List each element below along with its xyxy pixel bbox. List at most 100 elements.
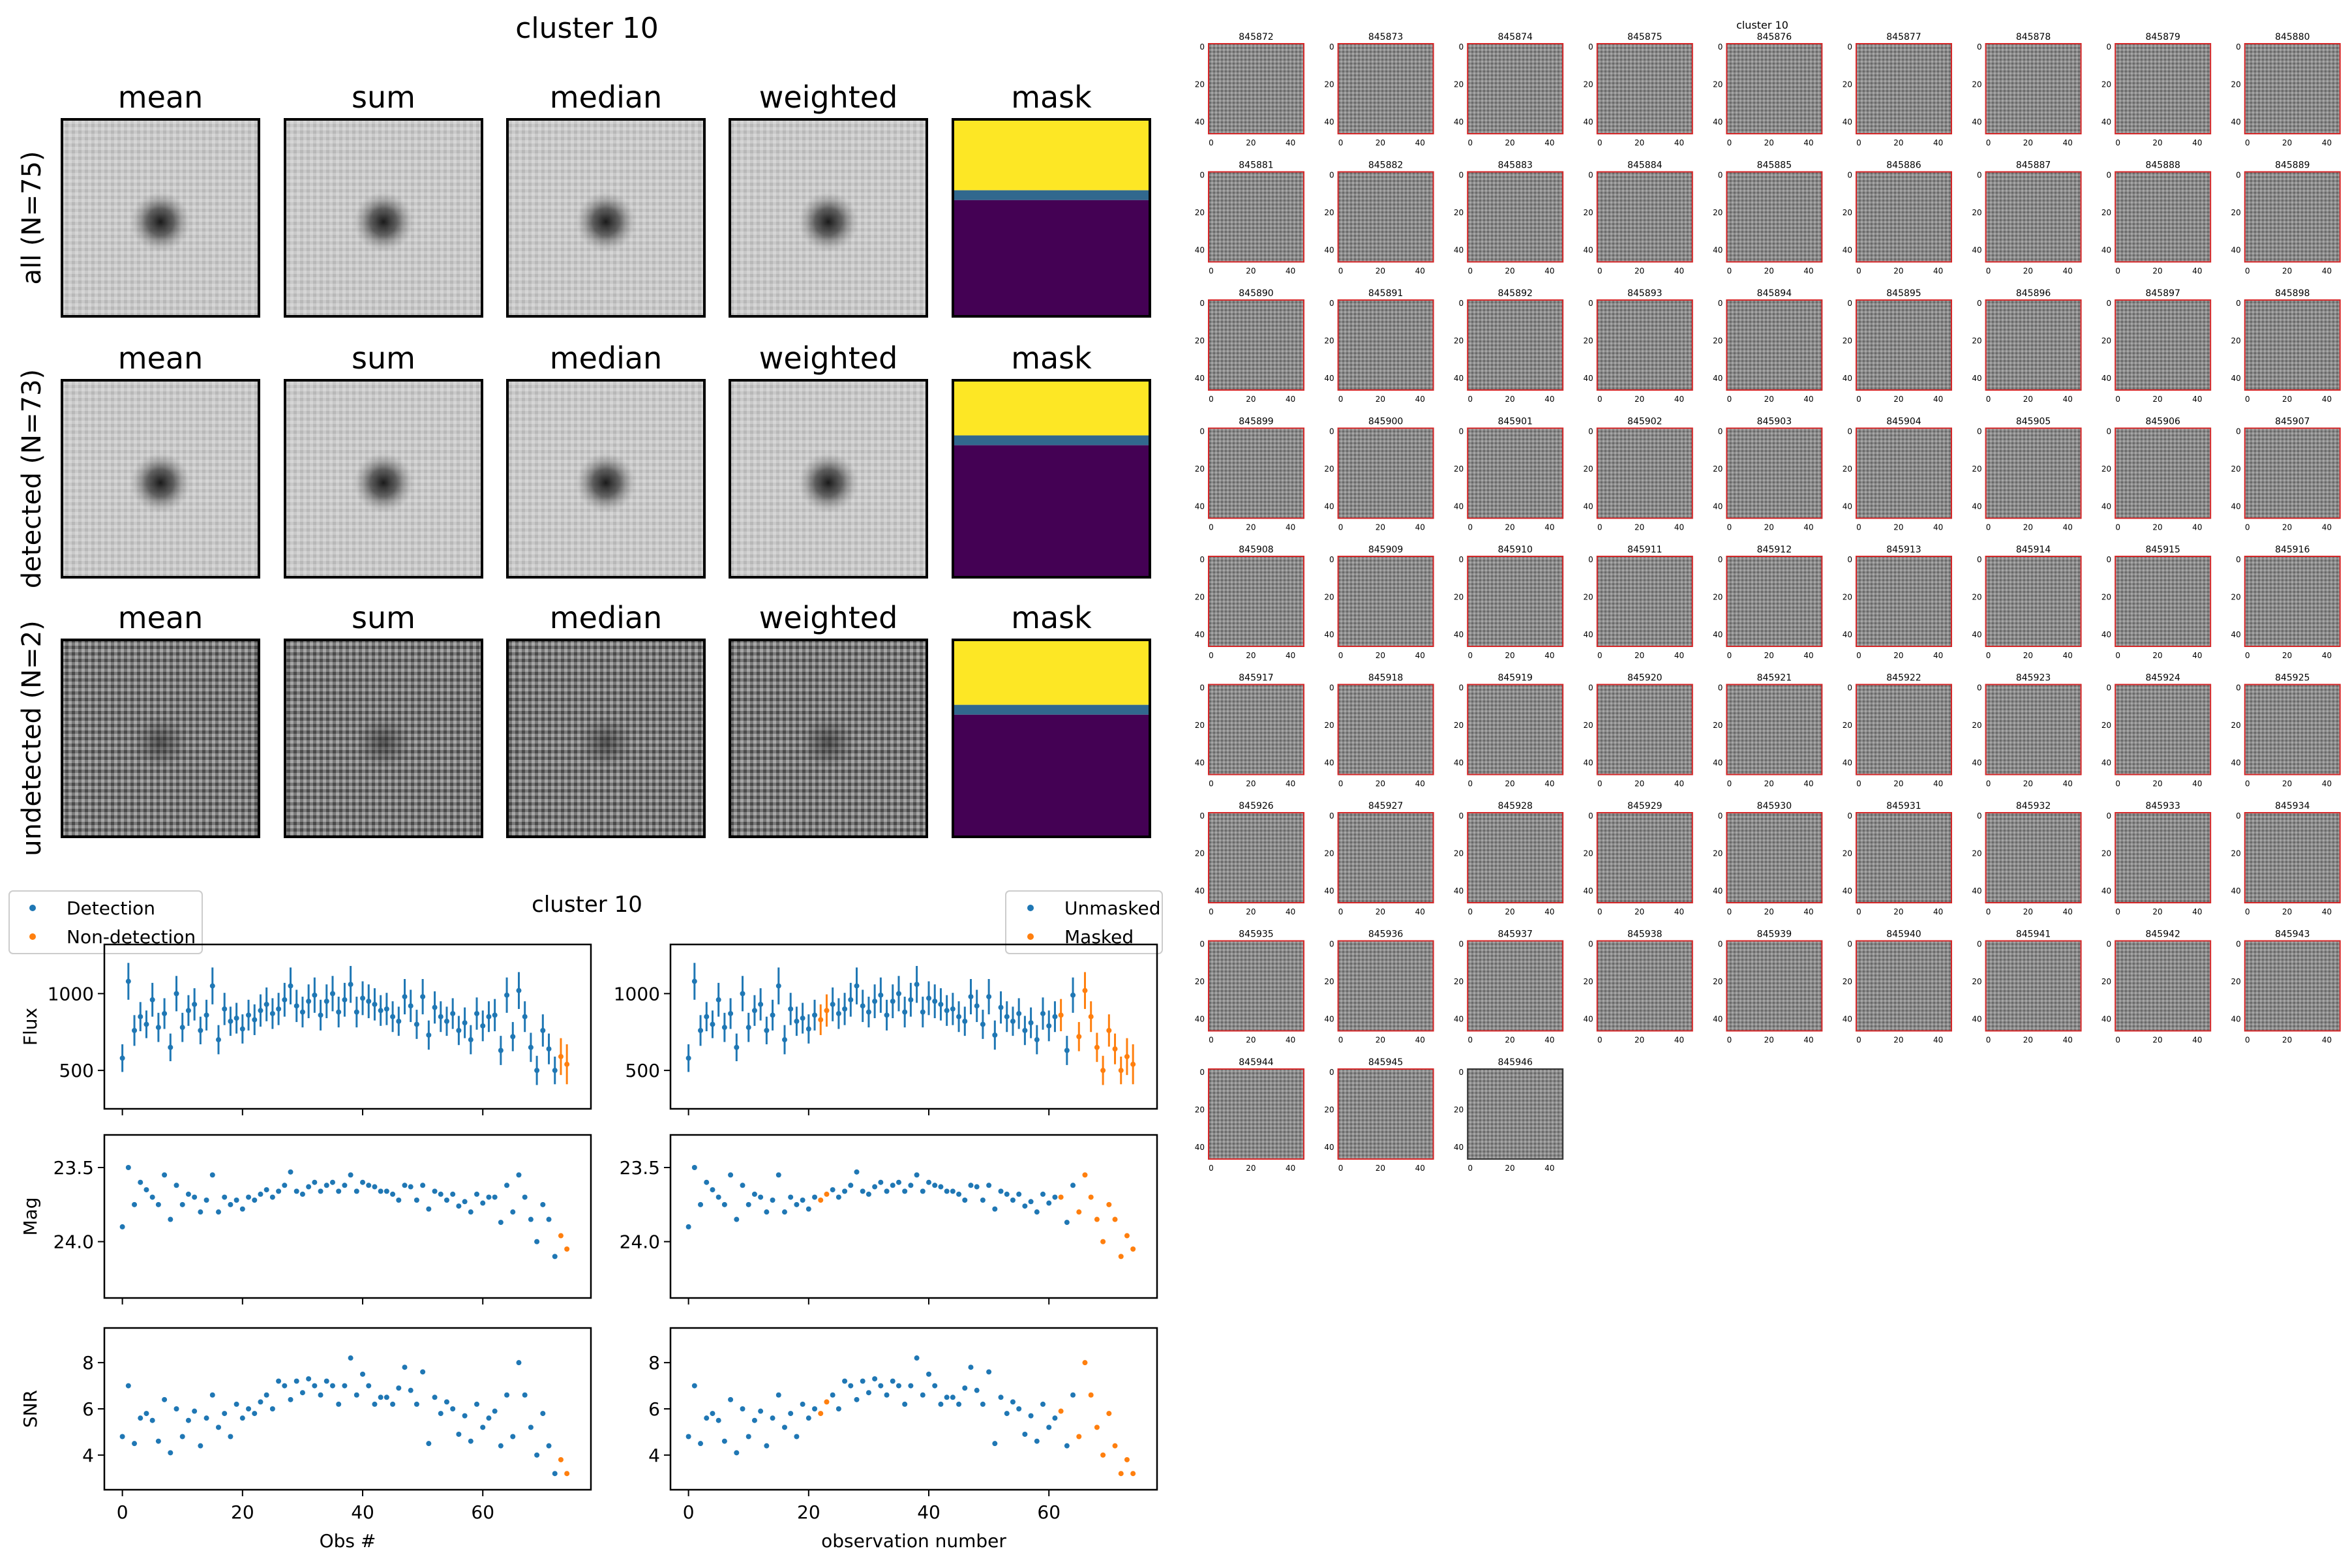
thumbnail-title: 845942 [2145,929,2180,940]
data-point [728,1010,734,1016]
thumbnail-ytick: 40 [2101,886,2111,896]
data-point [294,1003,299,1009]
data-point [414,1021,419,1027]
y-tick-label: 500 [625,1060,660,1081]
stack-frame [506,118,706,318]
thumbnail-ytick: 20 [2101,977,2111,986]
thumbnail-ytick: 40 [1972,502,1981,511]
thumbnail-xtick: 0 [1338,395,1344,404]
thumbnail-frame [1208,684,1304,776]
thumbnail-frame [1985,812,2082,903]
thumbnail-ytick: 40 [1843,630,1852,639]
thumbnail-image [1726,172,1822,262]
thumbnail-ytick: 20 [1324,977,1334,986]
y-tick-label: 4 [648,1445,660,1466]
thumbnail-image [1209,428,1304,519]
thumbnail-ytick: 40 [1584,246,1593,255]
data-point [794,1201,800,1207]
thumbnail-ytick: 20 [1972,80,1981,89]
data-point [215,1037,221,1043]
thumbnail-xtick: 0 [2245,138,2250,147]
mask-region-purple [953,445,1150,577]
thumbnail-xtick: 0 [1727,523,1732,532]
thumbnail-ytick: 20 [1195,464,1205,474]
thumbnail-frame [1467,43,1564,134]
data-point [992,1206,998,1212]
data-point [173,991,179,997]
thumbnail-xtick: 40 [2322,138,2332,147]
data-point [896,991,901,997]
data-point [926,1179,932,1185]
thumbnail-image [1726,684,1822,775]
thumbnail-ytick: 0 [2107,171,2112,180]
thumbnail-xtick: 20 [1246,138,1256,147]
data-point [384,1395,389,1400]
thumbnail-xtick: 40 [2192,395,2202,404]
data-point [1100,1239,1106,1244]
data-point [299,1191,305,1197]
thumbnail-title: 845882 [1368,160,1403,171]
stack-panel-title: mean [118,340,203,376]
thumbnail-ytick: 20 [1195,593,1205,602]
thumbnail-image [1468,1069,1563,1159]
thumbnail-image [1597,941,1693,1031]
thumbnail-frame [1467,171,1564,263]
data-point [968,994,974,1000]
mask-region-yellow [953,119,1150,190]
thumbnail-ytick: 0 [1847,427,1852,436]
thumbnail-xtick: 20 [1893,395,1903,404]
thumbnail-xtick: 40 [1544,1036,1554,1045]
thumbnail-title: 845930 [1757,801,1792,811]
data-point [474,1191,480,1197]
data-point [1088,1194,1094,1200]
thumbnail-xtick: 20 [1505,907,1514,916]
thumbnail-xtick: 40 [1415,779,1425,789]
legend-right-unmasked: Unmasked [1064,897,1160,919]
thumbnail-ytick: 40 [1584,374,1593,383]
thumbnail-xtick: 0 [2115,907,2120,916]
thumbnail-frame [1337,1068,1434,1160]
thumbnail-ytick: 40 [2101,117,2111,127]
data-point [516,1172,522,1178]
data-point [125,1165,131,1170]
thumbnail-xtick: 20 [2282,779,2292,789]
thumbnail-ytick: 0 [1329,684,1334,693]
thumbnail-frame [1985,171,2082,263]
data-point [516,988,522,993]
data-point [980,1401,986,1407]
data-point [510,1034,516,1040]
thumbnail-frame [1856,940,1952,1032]
thumbnail-title: 845927 [1368,801,1403,811]
thumbnail-xtick: 0 [1986,779,1991,789]
data-point [185,1191,191,1197]
thumbnail-xtick: 20 [1634,779,1644,789]
data-point [998,1188,1004,1194]
thumbnail-ytick: 40 [1454,886,1464,896]
thumbnail-ytick: 0 [1718,299,1723,308]
data-point [1118,1254,1124,1259]
data-point [896,1179,901,1185]
data-point [848,1183,854,1188]
data-point [366,1383,372,1389]
thumbnail-title: 845920 [1627,673,1662,684]
thumbnail-xtick: 40 [1415,138,1425,147]
thumbnail-xtick: 40 [1286,1036,1295,1045]
y-tick-label: 8 [82,1352,94,1374]
data-point [132,1027,138,1033]
data-point [896,1383,901,1389]
data-point [522,1392,528,1398]
data-point [233,1198,239,1203]
data-point [908,1383,914,1389]
thumbnail-image [1597,172,1693,262]
data-point [372,1001,378,1007]
thumbnail-frame [1596,940,1693,1032]
thumbnail-xtick: 20 [1376,267,1385,276]
thumbnail-xtick: 0 [1338,1036,1344,1045]
thumbnail-image [1597,556,1693,646]
thumbnail-ytick: 0 [1977,299,1982,308]
thumbnail-title: 845929 [1627,801,1662,811]
thumbnail-xtick: 40 [1803,651,1813,660]
thumbnail-image [1856,428,1951,519]
thumbnail-frame [1467,1068,1564,1160]
thumbnail-title: 845881 [1239,160,1273,171]
